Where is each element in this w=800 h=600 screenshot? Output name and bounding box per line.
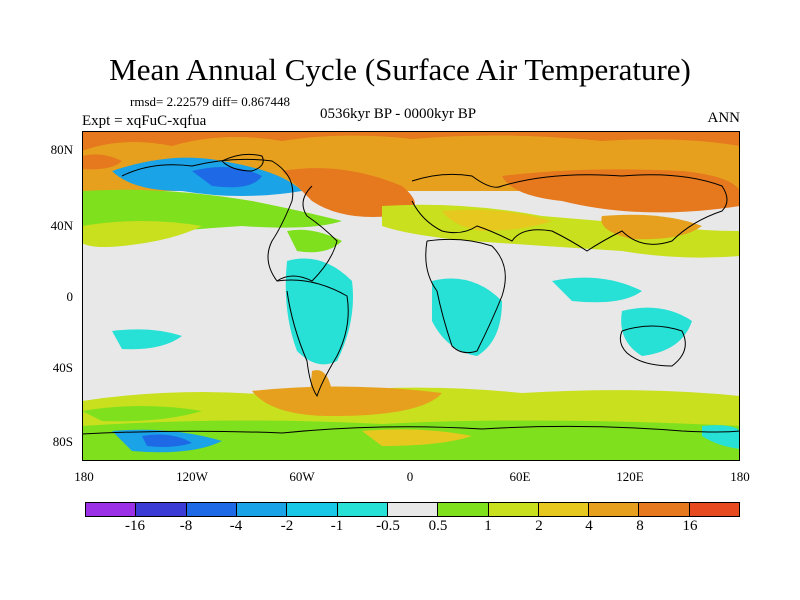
mid-latitude-band xyxy=(82,189,740,258)
colorbar-swatch-2 xyxy=(136,503,187,516)
lon-label-180w: 180 xyxy=(74,469,94,484)
colorbar-swatch-4 xyxy=(236,503,288,516)
period-label: 0536kyr BP - 0000kyr BP xyxy=(320,106,477,122)
map-frame xyxy=(82,131,740,461)
colorbar-label-7: 0.5 xyxy=(428,518,448,534)
lon-label-120e: 120E xyxy=(616,469,644,484)
colorbar-label-5: -1 xyxy=(330,518,344,534)
lon-label-0: 0 xyxy=(406,469,414,484)
colorbar-swatch-3 xyxy=(186,503,237,516)
colorbar-label-9: 2 xyxy=(535,518,543,534)
tropical-anomalies xyxy=(112,258,692,397)
lon-label-120w: 120W xyxy=(176,469,208,484)
experiment-label: Expt = xqFuC-xqfua xyxy=(82,113,207,129)
lon-label-60e: 60E xyxy=(509,469,531,484)
lat-label-40n: 40N xyxy=(50,218,73,233)
colorbar-swatch-12 xyxy=(639,503,690,516)
lon-label-60w: 60W xyxy=(289,469,315,484)
colorbar-swatch-13 xyxy=(689,503,740,516)
lat-label-80n: 80N xyxy=(50,142,73,157)
colorbar xyxy=(85,502,740,517)
lat-label-0: 0 xyxy=(66,289,74,304)
colorbar-swatch-7 xyxy=(387,503,439,516)
southern-band xyxy=(82,386,740,461)
northern-warm-band xyxy=(82,131,740,217)
lon-label-180e: 180 xyxy=(730,469,750,484)
colorbar-label-10: 4 xyxy=(585,518,593,534)
lat-label-40s: 40S xyxy=(52,360,73,375)
colorbar-label-4: -2 xyxy=(280,518,294,534)
season-label: ANN xyxy=(707,110,741,126)
colorbar-swatch-9 xyxy=(488,503,539,516)
colorbar-label-1: -16 xyxy=(125,518,145,534)
lat-label-80s: 80S xyxy=(52,434,73,449)
colorbar-swatch-10 xyxy=(538,503,590,516)
coastlines xyxy=(82,153,740,435)
colorbar-label-2: -8 xyxy=(179,518,193,534)
colorbar-swatch-5 xyxy=(287,503,338,516)
colorbar-swatch-8 xyxy=(438,503,489,516)
stats-label: rmsd= 2.22579 diff= 0.867448 xyxy=(130,94,290,109)
temperature-map xyxy=(82,131,740,461)
colorbar-swatch-11 xyxy=(589,503,640,516)
colorbar-label-8: 1 xyxy=(484,518,492,534)
colorbar-label-6: -0.5 xyxy=(376,518,400,534)
colorbar-swatch-6 xyxy=(337,503,388,516)
colorbar-swatch-1 xyxy=(86,503,137,516)
plot-title: Mean Annual Cycle (Surface Air Temperatu… xyxy=(109,52,691,87)
colorbar-label-12: 16 xyxy=(682,518,698,534)
colorbar-label-3: -4 xyxy=(229,518,243,534)
colorbar-label-11: 8 xyxy=(636,518,644,534)
